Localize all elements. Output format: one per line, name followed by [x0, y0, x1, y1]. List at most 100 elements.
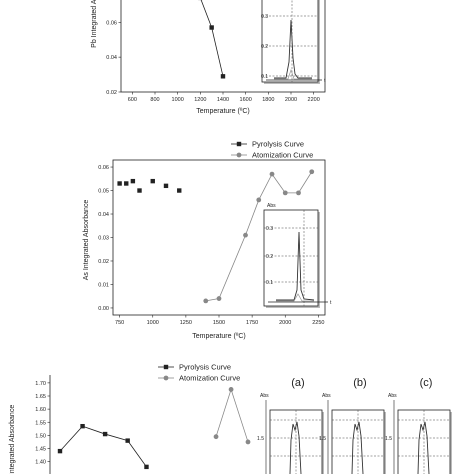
pb-series-point	[220, 74, 226, 79]
third-atomization-point	[228, 387, 234, 392]
as-atomization-point	[309, 169, 315, 175]
pb-series-point	[209, 25, 214, 30]
as-inset-background-signal	[276, 293, 314, 302]
third-inset-panel-label: (b)	[353, 377, 366, 389]
third-atomization-line	[215, 388, 249, 443]
pb-inset-ytick: 0.3	[261, 14, 268, 20]
pb-inset-background-signal	[274, 68, 312, 80]
pb-yaxis-label: Pb Integrated Abs	[91, 0, 98, 48]
third-pyrolysis-point	[57, 448, 63, 454]
as-inset-signal-peak	[276, 231, 315, 301]
pb-inset-signal-peak	[274, 19, 312, 79]
third-pyrolysis-point	[80, 423, 85, 429]
pb-xtick-label: 600	[128, 97, 137, 103]
as-atomization-point	[269, 171, 275, 177]
as-pyrolysis-point	[137, 188, 142, 193]
pb-xtick-label: 800	[150, 97, 159, 103]
as-xtick-label: 750	[115, 320, 124, 326]
pb-xtick-label: 1400	[217, 97, 229, 103]
pb-inset-ytick: 0.2	[261, 44, 268, 50]
pb-ytick-label: 0.02	[106, 90, 117, 96]
as-pyrolysis-point	[150, 178, 155, 184]
third-inset-signal-peak	[289, 421, 302, 474]
pb-xtick-label: 2000	[285, 97, 297, 103]
third-ytick-label: 1.70	[35, 381, 46, 387]
third-atomization-point	[213, 434, 219, 440]
as-xtick-label: 1750	[246, 320, 258, 326]
pb-xtick-label: 1200	[194, 97, 206, 103]
as-legend-label: Pyrolysis Curve	[252, 140, 304, 149]
third-legend: Pyrolysis Curve Atomization Curve	[158, 363, 240, 383]
as-inset-title: Abs	[267, 203, 276, 209]
as-ytick-label: 0.02	[98, 259, 109, 265]
pb-chart: 600 800 1000 1200 1400 1600 1800 2000 2200 0.02 0.…	[91, 0, 326, 115]
third-chart: 1.40 1.45 1.50 1.55 1.60 1.65 1.70 Integrated A…	[9, 363, 452, 474]
as-inset-ytick: 0.1	[266, 280, 273, 286]
as-ytick-label: 0.04	[98, 212, 109, 218]
pb-xtick-label: 1800	[262, 97, 274, 103]
as-ytick-label: 0.01	[98, 282, 109, 288]
pb-xtick-label: 2200	[308, 97, 320, 103]
as-atomization-point	[256, 197, 262, 203]
pb-inset-ytick: 0.1	[261, 74, 268, 80]
third-legend-label: Pyrolysis Curve	[179, 363, 231, 372]
third-pyrolysis-point	[144, 464, 149, 470]
as-pyrolysis-point	[124, 181, 129, 186]
pb-ytick-label: 0.04	[106, 55, 117, 61]
as-ytick-label: 0.00	[98, 306, 109, 312]
as-atomization-point	[243, 232, 248, 238]
third-inset-signal-peak	[417, 421, 430, 474]
as-pyrolysis-point	[130, 178, 136, 184]
pb-xaxis-label: Temperature (ºC)	[196, 108, 250, 115]
as-atomization-point	[296, 190, 301, 196]
third-inset-title: Abs	[388, 393, 397, 399]
as-ytick-label: 0.03	[98, 236, 109, 242]
third-pyrolysis-point	[102, 431, 108, 437]
as-yaxis-label: As Integrated Absorbance	[83, 200, 90, 281]
third-pyrolysis-point	[125, 438, 130, 443]
third-inset-signal-peak	[351, 421, 364, 474]
pb-series-line	[200, 0, 224, 77]
as-inset-ytick: 0.2	[266, 254, 273, 260]
as-pyrolysis-point	[163, 183, 169, 189]
as-legend-label: Atomization Curve	[252, 151, 313, 160]
third-inset-ytick: 1.5	[319, 436, 326, 442]
as-xtick-label: 2250	[312, 320, 324, 326]
third-legend-marker	[163, 375, 169, 381]
third-legend-marker	[163, 364, 169, 370]
as-atomization-point	[282, 190, 288, 196]
as-xtick-label: 2000	[279, 320, 291, 326]
pb-inset-time-label: t	[324, 78, 326, 84]
as-xtick-label: 1250	[180, 320, 192, 326]
third-ytick-label: 1.50	[35, 433, 46, 439]
as-inset-frame	[263, 209, 319, 307]
third-ytick-label: 1.60	[35, 407, 46, 413]
pb-ytick-label: 0.06	[106, 20, 117, 26]
third-ytick-label: 1.45	[35, 447, 46, 453]
as-xaxis-label: Temperature (ºC)	[192, 333, 246, 340]
as-ytick-label: 0.05	[98, 189, 109, 195]
as-legend: Pyrolysis Curve Atomization Curve	[231, 140, 313, 160]
as-legend-marker	[236, 141, 242, 147]
as-xtick-label: 1500	[213, 320, 225, 326]
third-inset-ytick: 1.5	[385, 436, 392, 442]
third-inset-ytick: 1.5	[257, 436, 264, 442]
third-ytick-label: 1.65	[35, 394, 46, 400]
as-inset-ytick: 0.3	[266, 226, 273, 232]
as-legend-marker	[236, 152, 242, 158]
third-inset-title: Abs	[322, 393, 331, 399]
third-inset-title: Abs	[260, 393, 269, 399]
third-legend-label: Atomization Curve	[179, 374, 240, 383]
as-pyrolysis-point	[117, 181, 122, 186]
as-ytick-label: 0.06	[98, 165, 109, 171]
as-atomization-point	[203, 298, 209, 304]
as-xtick-label: 1000	[147, 320, 159, 326]
as-atomization-point	[216, 296, 222, 301]
as-pyrolysis-point	[177, 188, 182, 193]
third-atomization-point	[245, 439, 251, 445]
third-ytick-label: 1.55	[35, 420, 46, 426]
as-chart: 750 1000 1250 1500 1750 2000 2250 0.00 0.01 0.02 0…	[83, 140, 332, 341]
third-yaxis-label: Integrated Absorbance	[9, 405, 16, 474]
third-inset-panel-label: (c)	[420, 377, 433, 389]
